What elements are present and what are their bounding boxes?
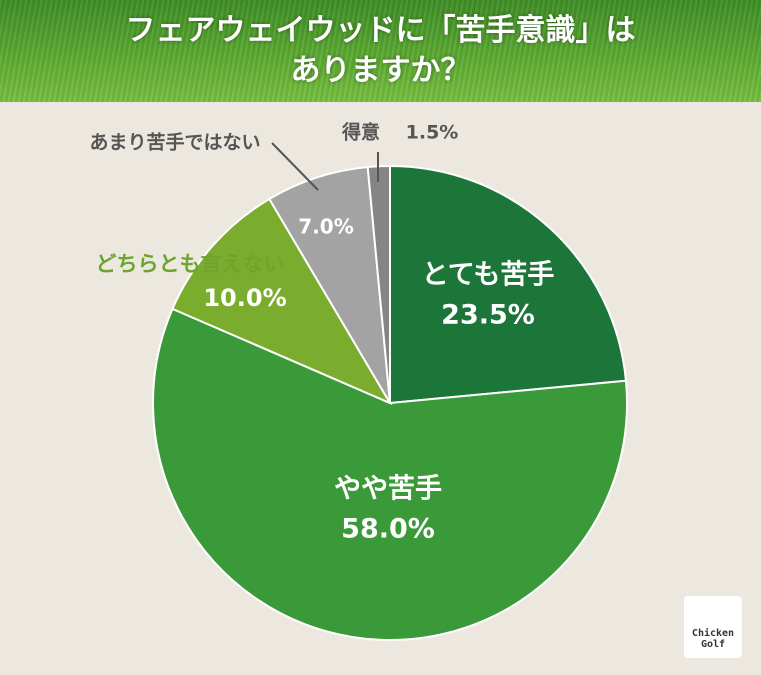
value-label: 7.0% (298, 215, 353, 239)
category-label: あまり苦手ではない (89, 131, 260, 154)
category-label: やや苦手 (334, 474, 442, 505)
header: フェアウェイウッドに「苦手意識」はありますか？ (0, 0, 761, 102)
value-label: 1.5% (406, 122, 459, 144)
leader-line (271, 142, 319, 191)
category-label: どちらとも言えない (96, 252, 285, 276)
category-label: とても苦手 (422, 260, 555, 291)
value-label: 23.5% (441, 300, 535, 331)
category-label: 得意 (341, 121, 380, 144)
pie-slice (389, 164, 628, 405)
pie-slice (152, 307, 628, 641)
chart-title: フェアウェイウッドに「苦手意識」はありますか？ (125, 13, 636, 88)
value-label: 58.0% (341, 514, 435, 545)
pie-slice (267, 165, 391, 404)
value-label: 10.0% (203, 284, 286, 312)
pie-slice (171, 197, 393, 406)
logo: Chicken Golf (684, 596, 742, 658)
logo-text: Chicken (691, 628, 735, 639)
logo-text: Golf (700, 639, 726, 650)
